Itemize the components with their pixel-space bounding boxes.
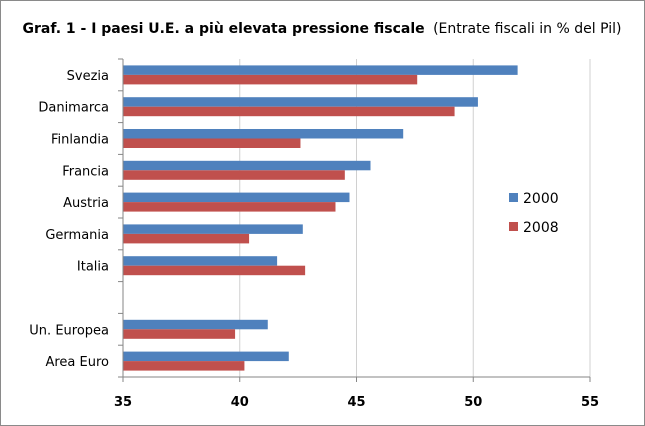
- bar-2000-un-europea: [123, 319, 268, 330]
- category-label: Area Euro: [45, 355, 109, 370]
- bar-2008-svezia: [123, 74, 418, 85]
- category-label: Danimarca: [38, 101, 109, 116]
- category-labels: Svezia Danimarca Finlandia Francia Austria Ge…: [29, 69, 109, 370]
- bar-2008-italia: [123, 265, 306, 276]
- legend: 2000 2008: [509, 191, 559, 236]
- category-label: Italia: [77, 260, 109, 275]
- bar-2000-francia: [123, 160, 371, 171]
- legend-label-2008: 2008: [523, 220, 559, 236]
- bar-2008-austria: [123, 202, 336, 212]
- bar-2000-finlandia: [123, 129, 404, 139]
- bar-2008-finlandia: [123, 138, 301, 148]
- bar-2000-austria: [123, 192, 350, 203]
- tick-labels: 35 40 45 50 55: [114, 395, 599, 410]
- x-tick-label: 40: [231, 395, 249, 410]
- category-label: Svezia: [67, 69, 109, 84]
- legend-label-2000: 2000: [523, 191, 559, 207]
- bar-2008-un-europea: [123, 329, 236, 339]
- bar-2008-francia: [123, 170, 345, 180]
- bar-2000-italia: [123, 256, 278, 266]
- bar-2008-germania: [123, 233, 250, 244]
- bar-2008-danimarca: [123, 106, 455, 117]
- category-label: Un. Europea: [29, 323, 109, 338]
- chart-title: Graf. 1 - I paesi U.E. a più elevata pre…: [23, 21, 622, 37]
- category-label: Francia: [62, 164, 109, 179]
- bar-2000-danimarca: [123, 97, 478, 107]
- axes: [118, 58, 591, 382]
- bar-2000-area-euro: [123, 351, 289, 362]
- x-tick-label: 45: [347, 395, 365, 410]
- bar-2008-area-euro: [123, 361, 245, 371]
- bar-2000-germania: [123, 224, 303, 234]
- x-tick-label: 55: [581, 395, 599, 410]
- chart-title-main: Graf. 1 - I paesi U.E. a più elevata pre…: [23, 21, 425, 37]
- chart-title-sub: (Entrate fiscali in % del Pil): [433, 21, 621, 37]
- bars: [123, 65, 518, 371]
- category-label: Austria: [63, 196, 109, 211]
- x-tick-label: 50: [464, 395, 482, 410]
- x-tick-label: 35: [114, 395, 132, 410]
- legend-swatch-2008: [509, 222, 518, 231]
- category-label: Germania: [45, 228, 109, 243]
- legend-swatch-2000: [509, 193, 518, 202]
- category-label: Finlandia: [51, 133, 109, 148]
- bar-2000-svezia: [123, 65, 518, 75]
